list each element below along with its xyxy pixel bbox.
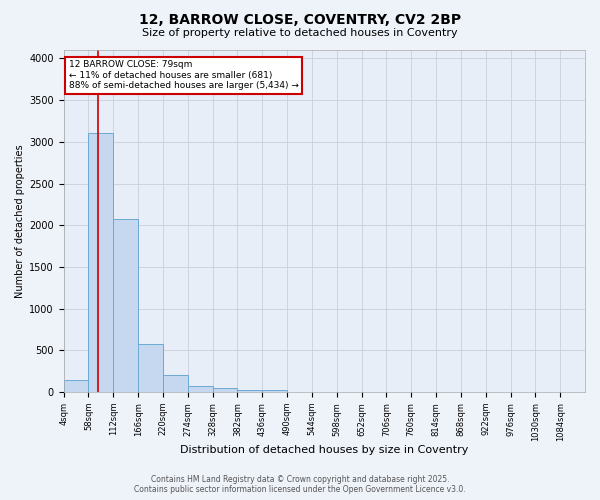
Text: 12, BARROW CLOSE, COVENTRY, CV2 2BP: 12, BARROW CLOSE, COVENTRY, CV2 2BP (139, 12, 461, 26)
X-axis label: Distribution of detached houses by size in Coventry: Distribution of detached houses by size … (180, 445, 469, 455)
Bar (212, 388, 238, 392)
Text: Size of property relative to detached houses in Coventry: Size of property relative to detached ho… (142, 28, 458, 38)
Bar (238, 390, 262, 392)
Bar (163, 374, 188, 392)
Y-axis label: Number of detached properties: Number of detached properties (15, 144, 25, 298)
Bar (88, 134, 113, 392)
Bar (262, 390, 287, 392)
Bar (113, 219, 138, 392)
Bar (64, 380, 88, 392)
Bar (188, 386, 212, 392)
Bar (138, 344, 163, 392)
Text: 12 BARROW CLOSE: 79sqm
← 11% of detached houses are smaller (681)
88% of semi-de: 12 BARROW CLOSE: 79sqm ← 11% of detached… (69, 60, 299, 90)
Text: Contains HM Land Registry data © Crown copyright and database right 2025.
Contai: Contains HM Land Registry data © Crown c… (134, 474, 466, 494)
